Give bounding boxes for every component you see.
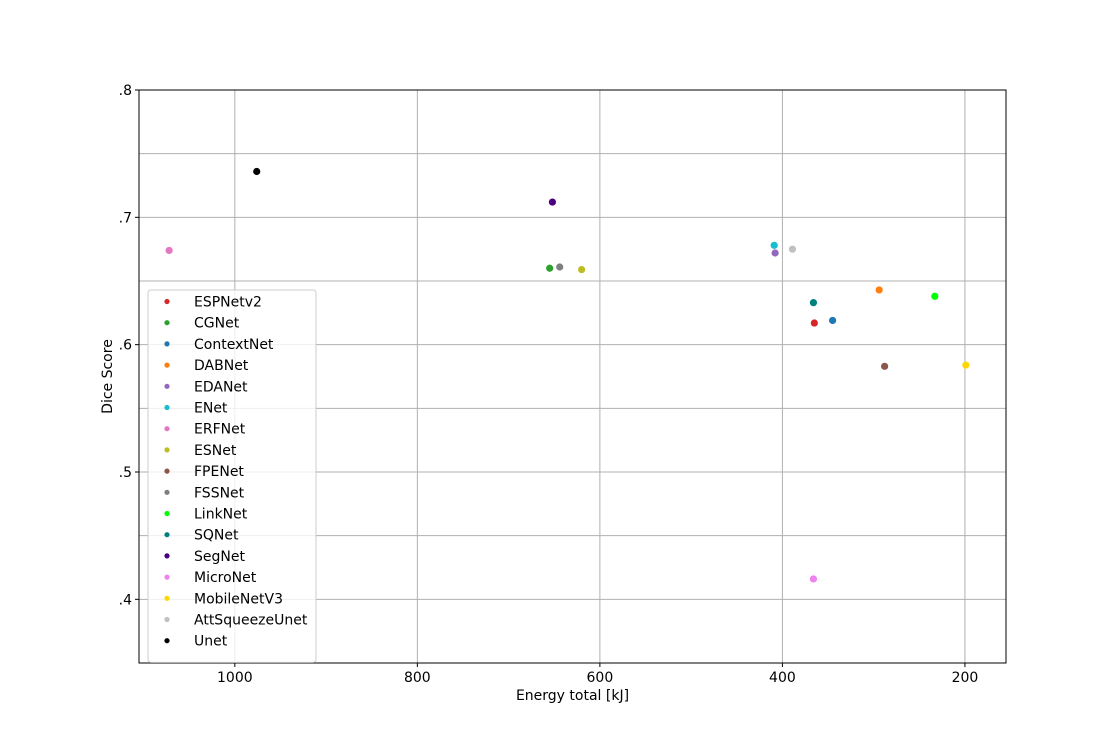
legend-marker	[164, 404, 170, 411]
legend-marker	[164, 320, 170, 326]
y-tick-label: .8	[119, 83, 132, 99]
data-point	[881, 362, 889, 370]
y-tick-label: .6	[119, 338, 132, 354]
data-point	[788, 245, 797, 253]
data-point	[165, 246, 173, 255]
legend-marker	[164, 616, 170, 623]
data-point	[548, 198, 557, 206]
x-tick-label: 200	[952, 670, 979, 686]
data-points	[165, 167, 970, 583]
legend-marker	[164, 595, 170, 601]
data-point	[931, 292, 939, 300]
legend: ESPNetv2 CGNet ContextNet DABNet EDANet ENet E…	[147, 289, 317, 663]
legend-marker	[164, 489, 170, 495]
legend-label: SQNet	[194, 528, 239, 544]
legend-label: MicroNet	[194, 570, 257, 586]
data-point	[770, 241, 778, 249]
x-tick-label: 1000	[217, 670, 253, 686]
data-point	[810, 319, 818, 327]
data-point	[875, 286, 883, 294]
data-point	[962, 361, 970, 369]
x-tick-label: 800	[404, 670, 431, 686]
legend-label: AttSqueezeUnet	[194, 613, 308, 629]
y-tick-label: .4	[119, 592, 132, 608]
legend-label: MobileNetV3	[194, 591, 283, 607]
axis-ticks: 1000 800 600 400 200 .4 .5 .6 .7 .8	[119, 83, 979, 686]
legend-marker	[164, 426, 170, 432]
x-tick-label: 400	[769, 670, 796, 686]
legend-label: DABNet	[194, 358, 249, 374]
legend-marker	[164, 553, 170, 559]
legend-label: ERFNet	[194, 422, 246, 438]
legend-label: FSSNet	[194, 485, 245, 501]
y-tick-label: .7	[119, 210, 132, 226]
legend-marker	[164, 341, 170, 347]
legend-marker	[164, 510, 170, 517]
data-point	[771, 249, 779, 257]
legend-marker	[164, 298, 170, 305]
legend-label: ContextNet	[194, 337, 274, 353]
data-point	[546, 264, 554, 272]
data-point	[829, 316, 837, 325]
data-point	[556, 263, 564, 271]
data-point	[578, 265, 586, 274]
y-axis-label: Dice Score	[100, 339, 116, 414]
legend-marker	[164, 532, 170, 538]
x-tick-label: 600	[587, 670, 614, 686]
data-point	[809, 575, 818, 583]
y-tick-label: .5	[119, 465, 132, 481]
legend-label: CGNet	[194, 316, 240, 332]
legend-marker	[164, 638, 170, 644]
legend-label: FPENet	[194, 464, 244, 480]
legend-label: ESNet	[194, 443, 237, 459]
legend-label: LinkNet	[194, 507, 248, 523]
x-axis-label: Energy total [kJ]	[516, 688, 629, 704]
legend-marker	[164, 468, 170, 474]
legend-marker	[164, 362, 170, 368]
data-point	[253, 167, 261, 176]
plot-frame	[138, 89, 1007, 664]
legend-label: Unet	[194, 634, 228, 650]
legend-frame	[147, 289, 317, 663]
legend-marker	[164, 383, 170, 389]
legend-label: SegNet	[194, 549, 245, 565]
legend-label: ENet	[194, 401, 228, 417]
legend-label: EDANet	[194, 379, 248, 395]
legend-label: ESPNetv2	[194, 295, 262, 311]
legend-marker	[164, 447, 170, 453]
legend-marker	[164, 574, 170, 580]
data-point	[809, 299, 818, 307]
